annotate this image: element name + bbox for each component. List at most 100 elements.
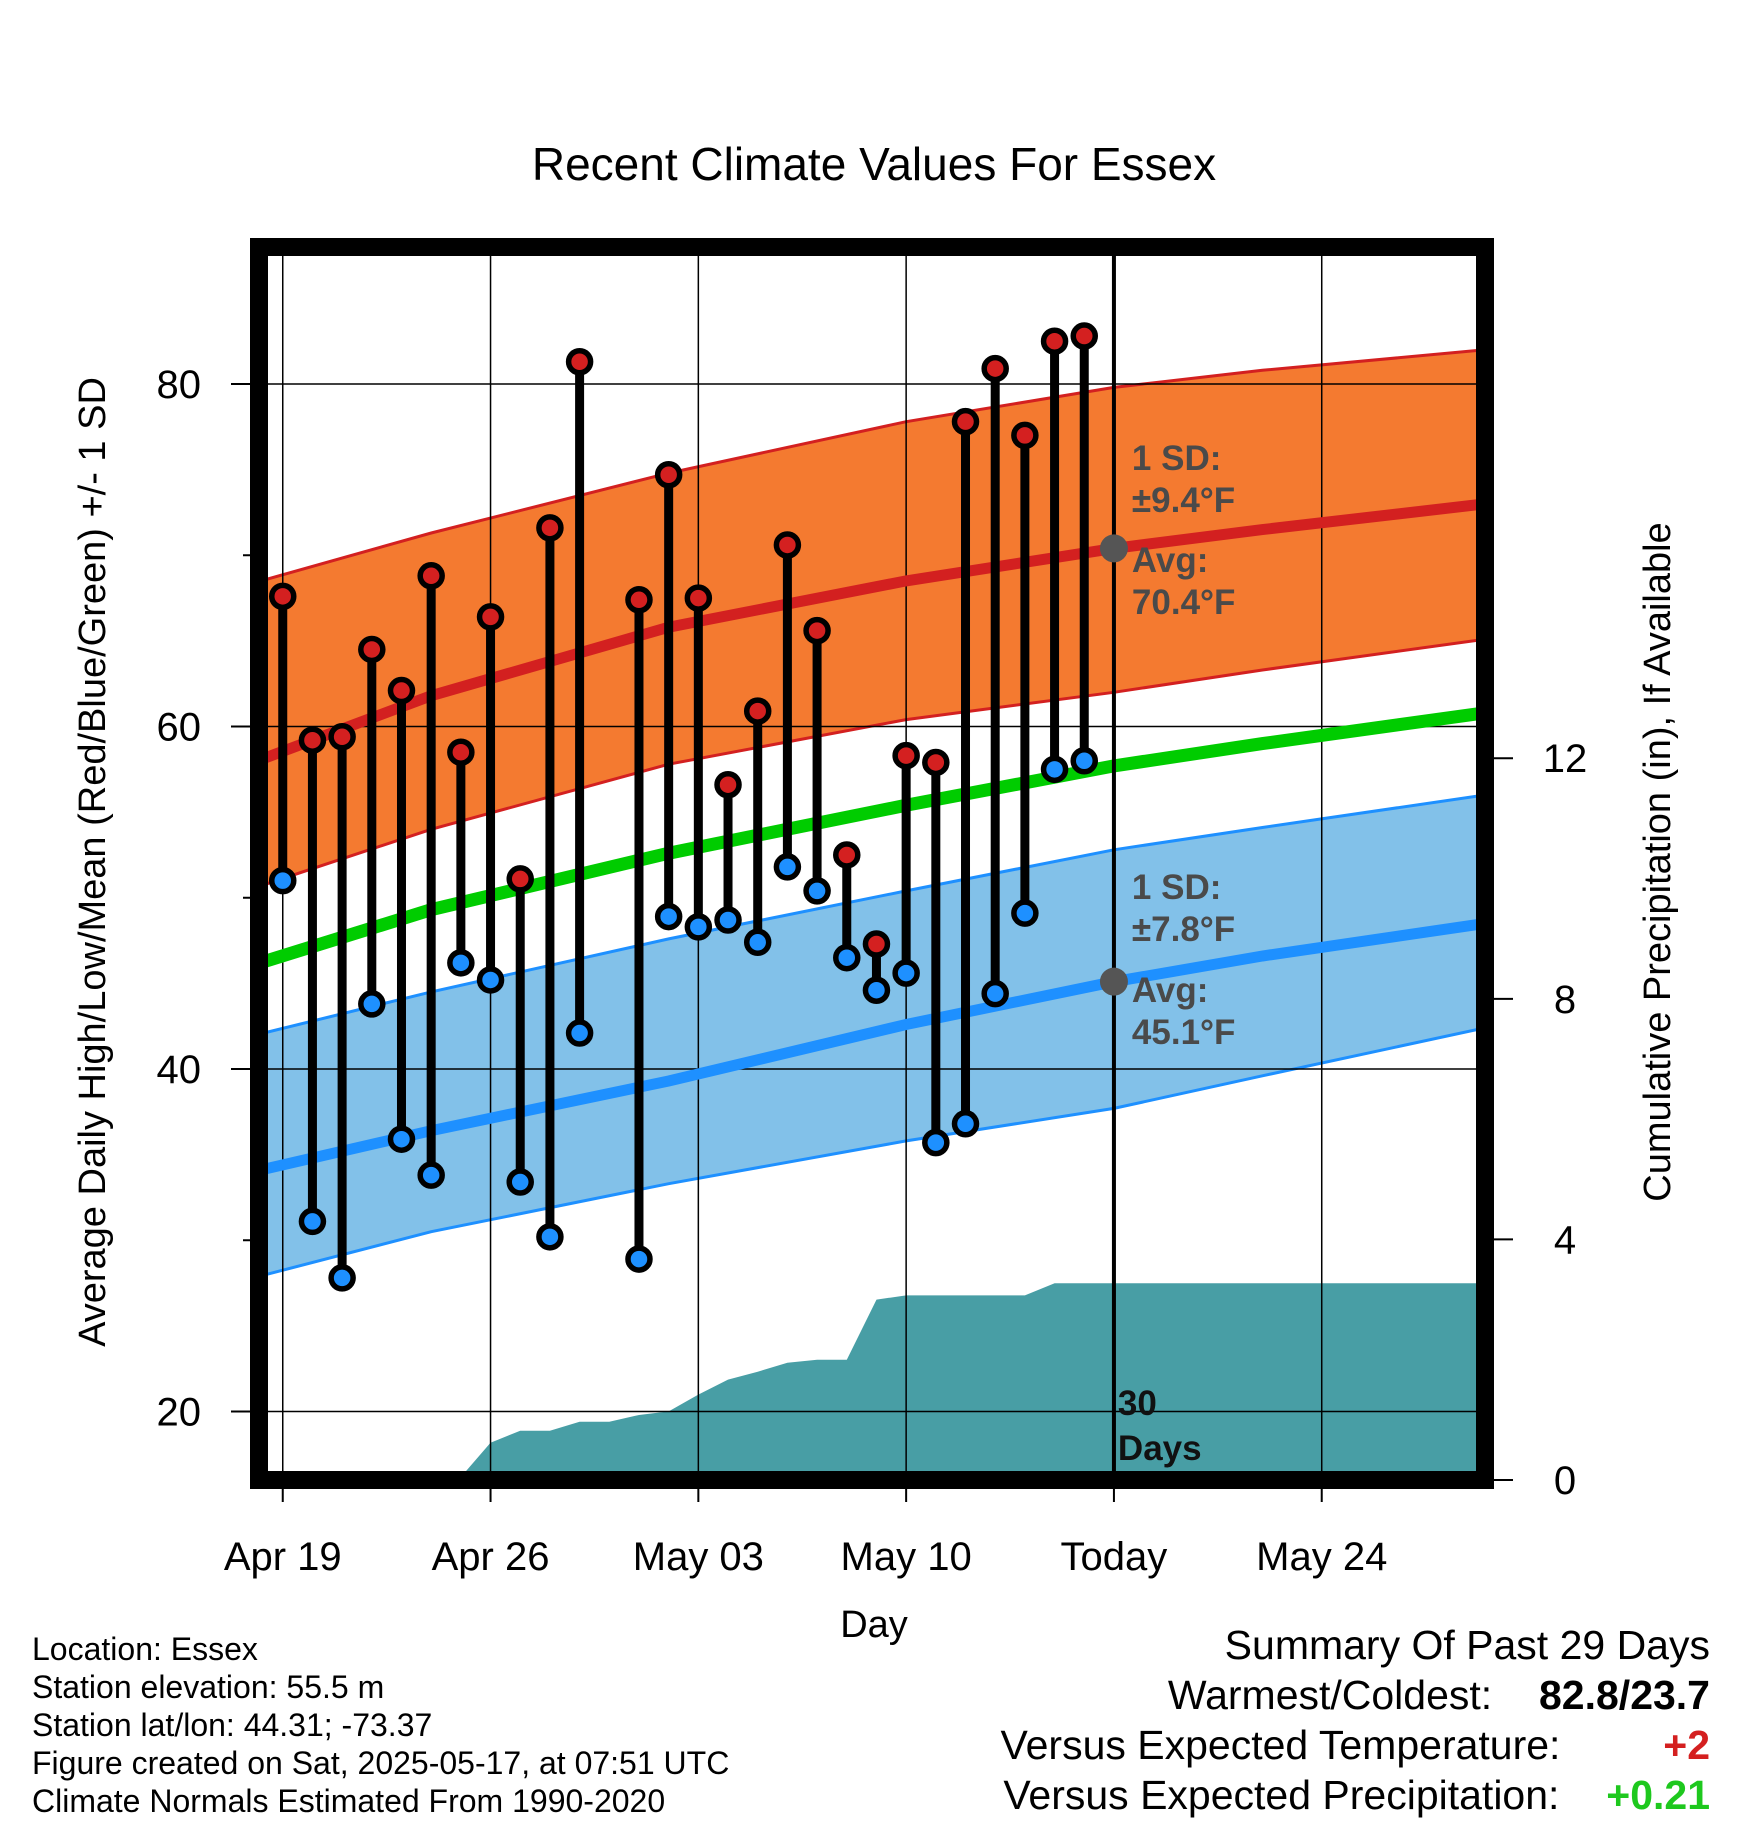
daily-high-point <box>1040 327 1069 355</box>
daily-high-point <box>506 865 534 893</box>
high-avg-value: 70.4°F <box>1132 583 1236 622</box>
daily-low-point <box>476 966 505 994</box>
daily-low-point <box>743 928 772 957</box>
daily-high-point <box>417 562 445 590</box>
daily-low-point <box>387 1125 416 1153</box>
y-right-tick-label: 8 <box>1554 978 1576 1022</box>
x-tick-label: Today <box>1061 1535 1168 1579</box>
plot-frame <box>250 238 1494 1489</box>
daily-high-point <box>536 514 564 542</box>
daily-high-point <box>476 603 505 631</box>
daily-low-point <box>1070 747 1098 775</box>
high-sd-title: 1 SD: <box>1132 439 1221 478</box>
footer-latlon: Station lat/lon: 44.31; -73.37 <box>32 1707 433 1743</box>
daily-low-point <box>212 1262 234 1284</box>
summary-precip-label: Versus Expected Precipitation: <box>1003 1772 1560 1818</box>
daily-high-point <box>447 738 475 766</box>
low-sd-value: ±7.8°F <box>1132 910 1235 949</box>
summary-temp: Versus Expected Temperature: +2 <box>1001 1720 1710 1770</box>
daily-high-point <box>654 461 683 489</box>
low-avg-title: Avg: <box>1132 971 1208 1010</box>
y-right-tick-label: 12 <box>1543 737 1588 781</box>
low-sd-title: 1 SD: <box>1132 868 1221 907</box>
summary-warmest-coldest: Warmest/Coldest: 82.8/23.7 <box>1001 1670 1710 1720</box>
daily-low-point <box>654 902 683 931</box>
daily-high-point <box>625 586 653 614</box>
daily-low-point <box>565 1019 594 1047</box>
daily-high-point <box>268 582 297 611</box>
x-tick-label: Apr 26 <box>432 1535 550 1579</box>
daily-low-point <box>536 1223 564 1251</box>
today-low-avg-marker <box>1099 967 1128 996</box>
high-avg-title: Avg: <box>1132 541 1208 580</box>
daily-low-point <box>684 913 713 941</box>
daily-high-point <box>684 584 713 612</box>
footer-location: Location: Essex <box>32 1631 258 1667</box>
daily-low-point <box>773 853 802 881</box>
daily-high-point <box>773 531 802 559</box>
x-tick-label: Apr 19 <box>224 1535 342 1579</box>
y-left-tick-label: 60 <box>157 706 202 750</box>
summary-temp-label: Versus Expected Temperature: <box>1000 1722 1561 1768</box>
daily-low-point <box>1040 755 1069 784</box>
today-high-avg-marker <box>1099 534 1128 563</box>
y-axis-right-label: Cumulative Precipitation (in), If Availa… <box>1637 522 1679 1201</box>
daily-bars <box>212 322 1098 1359</box>
daily-low-point <box>922 1128 950 1157</box>
y-left-tick-label: 40 <box>157 1048 202 1092</box>
daily-high-point <box>743 697 772 725</box>
daily-high-point <box>951 407 980 436</box>
summary-warmest-coldest-label: Warmest/Coldest: <box>1167 1672 1493 1718</box>
daily-high-point <box>1070 322 1098 350</box>
footer-normals: Climate Normals Estimated From 1990-2020 <box>32 1783 666 1819</box>
daily-high-point <box>803 616 831 645</box>
daily-low-point <box>714 906 742 934</box>
summary-title: Summary Of Past 29 Days <box>1224 1622 1710 1668</box>
y-right-tick-label: 0 <box>1554 1459 1576 1503</box>
x-tick-label: May 03 <box>633 1535 764 1579</box>
high-sd-band <box>259 349 1485 887</box>
y-left-tick-label: 80 <box>157 363 202 407</box>
plot-area <box>212 247 1485 1480</box>
daily-high-point <box>714 770 742 799</box>
daily-low-point <box>506 1168 534 1196</box>
days-window-word: Days <box>1118 1429 1202 1468</box>
daily-low-point <box>833 943 861 972</box>
summary-temp-value: +2 <box>1663 1722 1710 1768</box>
high-sd-value: ±9.4°F <box>1132 481 1235 520</box>
daily-high-point <box>862 930 891 958</box>
x-tick-label: May 24 <box>1256 1535 1387 1579</box>
x-tick-label: May 10 <box>841 1535 972 1579</box>
low-avg-value: 45.1°F <box>1132 1013 1236 1052</box>
summary-precip: Versus Expected Precipitation: +0.21 <box>1001 1770 1710 1820</box>
daily-high-point <box>358 635 386 664</box>
summary-panel: Summary Of Past 29 Days Warmest/Coldest:… <box>1001 1620 1710 1820</box>
daily-low-point <box>298 1207 327 1236</box>
summary-warmest-coldest-value: 82.8/23.7 <box>1539 1672 1710 1718</box>
daily-low-point <box>862 976 891 1004</box>
daily-low-point <box>981 979 1009 1008</box>
daily-high-point <box>298 726 327 754</box>
daily-high-point <box>328 723 356 751</box>
footer-elevation: Station elevation: 55.5 m <box>32 1669 385 1705</box>
daily-low-point <box>268 866 297 895</box>
x-axis-label: Day <box>840 1604 908 1646</box>
daily-high-point <box>565 347 594 376</box>
y-axis-left-label: Average Daily High/Low/Mean (Red/Blue/Gr… <box>72 377 114 1347</box>
chart-title: Recent Climate Values For Essex <box>532 138 1216 190</box>
daily-low-point <box>951 1110 980 1138</box>
daily-high-point <box>833 841 861 869</box>
daily-low-point <box>892 959 920 987</box>
y-right-tick-label: 4 <box>1554 1218 1576 1262</box>
daily-low-point <box>803 877 831 905</box>
precip-area <box>259 1283 1485 1480</box>
daily-low-point <box>328 1264 356 1292</box>
daily-low-point <box>417 1161 445 1189</box>
daily-low-point <box>625 1245 653 1273</box>
footer-created: Figure created on Sat, 2025-05-17, at 07… <box>32 1745 730 1781</box>
daily-high-point <box>981 354 1009 383</box>
days-window-number: 30 <box>1118 1384 1157 1423</box>
daily-low-point <box>447 949 475 977</box>
daily-high-point <box>387 676 416 705</box>
